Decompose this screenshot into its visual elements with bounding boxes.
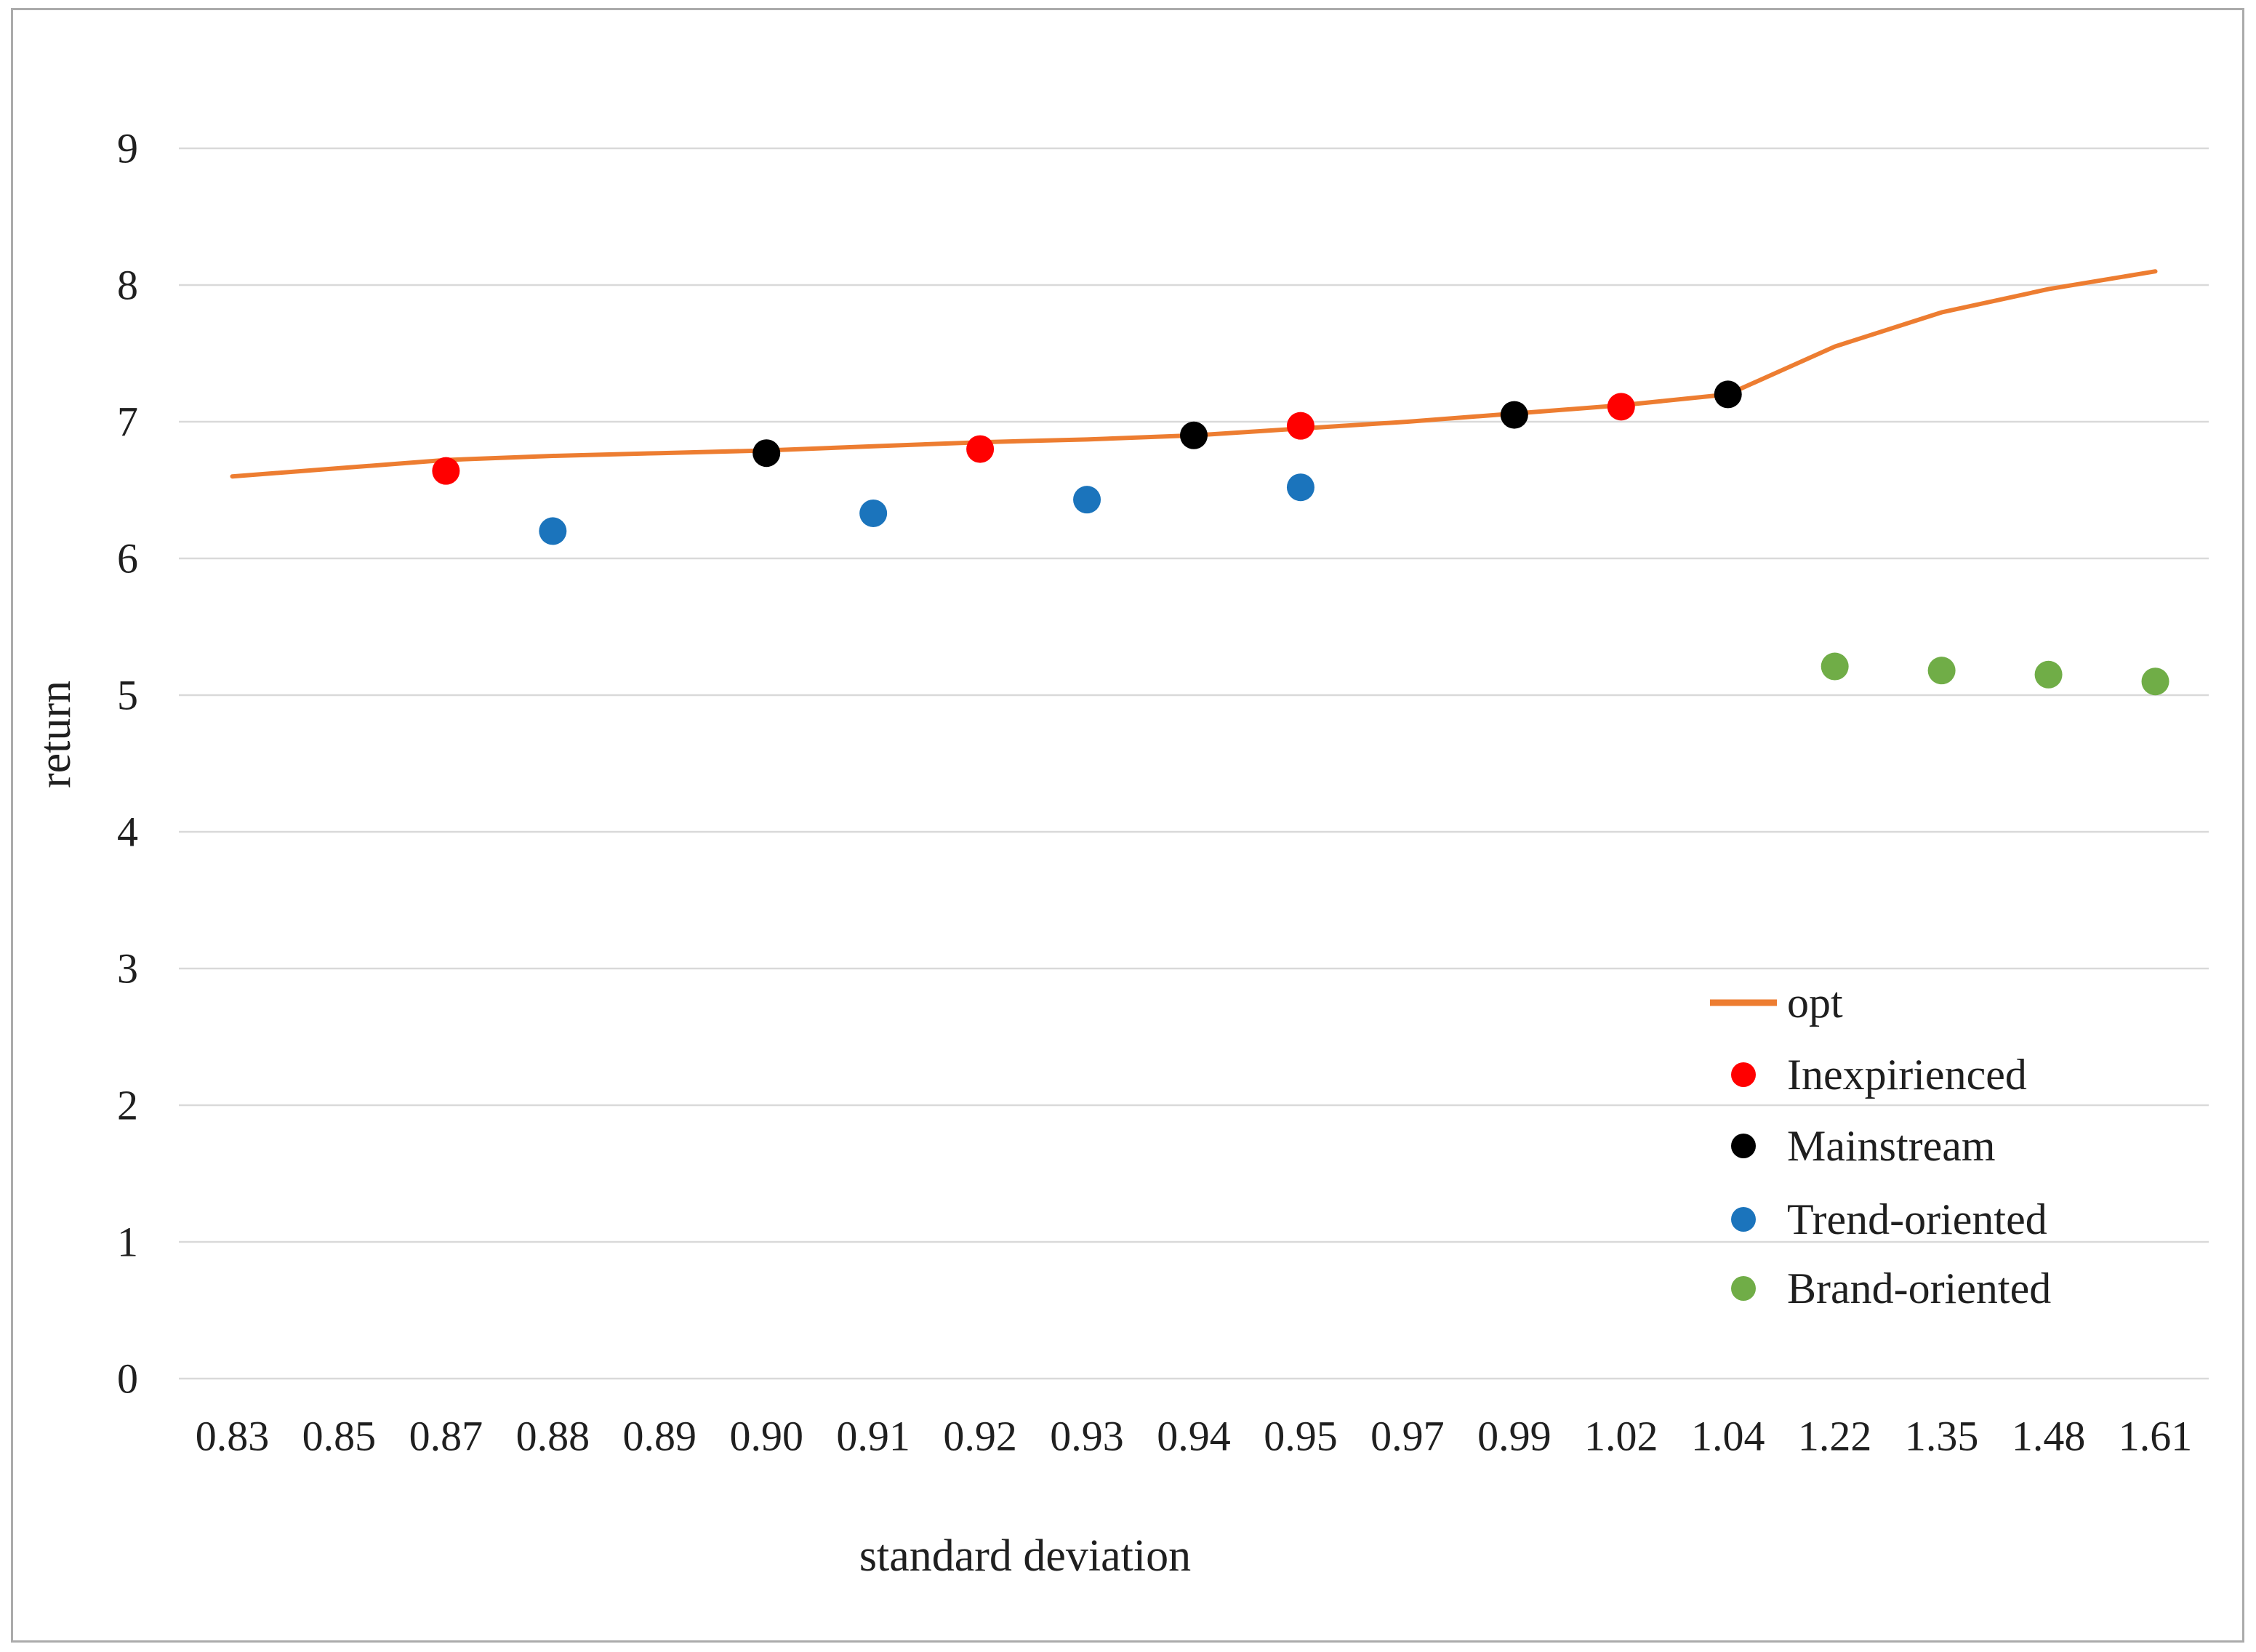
data-point-mainstream bbox=[1500, 401, 1528, 429]
legend-marker-trend-oriented bbox=[1731, 1207, 1756, 1232]
y-tick-label: 2 bbox=[117, 1082, 138, 1129]
x-tick-label: 1.35 bbox=[1905, 1413, 1979, 1460]
legend-marker-mainstream bbox=[1731, 1134, 1756, 1158]
x-tick-label: 1.02 bbox=[1584, 1413, 1658, 1460]
x-tick-label: 0.91 bbox=[836, 1413, 910, 1460]
data-point-trend-oriented bbox=[1073, 486, 1101, 514]
x-tick-label: 0.95 bbox=[1264, 1413, 1338, 1460]
y-tick-label: 6 bbox=[117, 535, 138, 582]
legend-label-opt: opt bbox=[1787, 979, 1843, 1027]
x-tick-label: 0.83 bbox=[196, 1413, 270, 1460]
legend-label-inexpirienced: Inexpirienced bbox=[1787, 1051, 2027, 1099]
y-tick-label: 7 bbox=[117, 398, 138, 446]
x-tick-label: 0.92 bbox=[943, 1413, 1017, 1460]
data-point-trend-oriented bbox=[539, 517, 567, 545]
data-point-inexpirienced bbox=[1607, 393, 1635, 421]
x-tick-label: 0.99 bbox=[1477, 1413, 1551, 1460]
legend-label-brand-oriented: Brand-oriented bbox=[1787, 1264, 2051, 1312]
y-tick-label: 8 bbox=[117, 262, 138, 309]
data-point-inexpirienced bbox=[966, 435, 995, 463]
data-point-mainstream bbox=[1180, 421, 1208, 449]
y-axis-title: return bbox=[31, 681, 80, 788]
x-tick-label: 1.04 bbox=[1691, 1413, 1765, 1460]
y-tick-label: 9 bbox=[117, 125, 138, 172]
x-tick-label: 0.87 bbox=[409, 1413, 483, 1460]
data-point-inexpirienced bbox=[432, 457, 460, 485]
data-point-inexpirienced bbox=[1286, 412, 1314, 440]
data-point-brand-oriented bbox=[2034, 660, 2063, 689]
x-tick-label: 0.88 bbox=[516, 1413, 590, 1460]
x-tick-label: 1.48 bbox=[2012, 1413, 2086, 1460]
y-tick-label: 3 bbox=[117, 945, 138, 993]
data-point-brand-oriented bbox=[1927, 657, 1956, 685]
data-point-brand-oriented bbox=[2141, 667, 2169, 696]
legend-marker-inexpirienced bbox=[1731, 1062, 1756, 1087]
data-point-trend-oriented bbox=[1286, 473, 1314, 502]
x-tick-label: 0.94 bbox=[1157, 1413, 1231, 1460]
x-tick-label: 0.97 bbox=[1370, 1413, 1445, 1460]
x-tick-label: 0.89 bbox=[623, 1413, 697, 1460]
x-axis-title: standard deviation bbox=[859, 1531, 1191, 1581]
x-tick-label: 1.22 bbox=[1798, 1413, 1872, 1460]
data-point-brand-oriented bbox=[1821, 652, 1849, 681]
y-tick-label: 4 bbox=[117, 809, 138, 856]
x-tick-label: 0.93 bbox=[1050, 1413, 1124, 1460]
legend-label-mainstream: Mainstream bbox=[1787, 1122, 1996, 1170]
y-tick-label: 0 bbox=[117, 1355, 138, 1403]
y-tick-label: 1 bbox=[117, 1219, 138, 1266]
data-point-trend-oriented bbox=[859, 499, 888, 527]
x-tick-label: 0.85 bbox=[302, 1413, 377, 1460]
x-tick-label: 0.90 bbox=[729, 1413, 803, 1460]
legend-marker-brand-oriented bbox=[1731, 1276, 1756, 1301]
data-point-mainstream bbox=[752, 439, 781, 468]
y-tick-label: 5 bbox=[117, 672, 138, 719]
data-point-mainstream bbox=[1714, 380, 1742, 409]
legend-label-trend-oriented: Trend-oriented bbox=[1787, 1195, 2047, 1243]
x-tick-label: 1.61 bbox=[2119, 1413, 2193, 1460]
